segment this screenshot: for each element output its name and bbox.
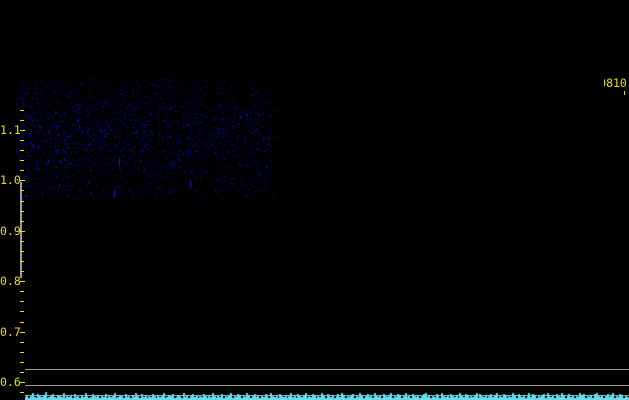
y-axis-tick-mark: [20, 382, 25, 383]
y-axis-tick-mark: [20, 180, 25, 181]
y-axis-tick-mark: [20, 261, 24, 262]
y-axis-tick-mark: [20, 170, 24, 171]
y-axis-tick-label: 1.1: [0, 123, 21, 137]
y-axis-tick-mark: [20, 291, 24, 292]
y-axis-tick-mark: [20, 150, 24, 151]
y-axis-tick-mark: [20, 281, 25, 282]
y-axis-tick-mark: [20, 332, 25, 333]
y-axis-tick-mark: [20, 241, 24, 242]
y-axis-tick-mark: [20, 110, 24, 111]
y-axis-tick-mark: [20, 130, 25, 131]
y-axis-tick-mark: [20, 362, 24, 363]
y-axis-tick-mark: [20, 322, 24, 323]
y-axis-tick-mark: [20, 372, 24, 373]
y-axis-tick-mark: [20, 201, 24, 202]
y-axis-tick-mark: [20, 211, 24, 212]
y-axis-tick-mark: [20, 120, 24, 121]
y-axis-tick-mark: [20, 251, 24, 252]
y-axis-tick-mark: [20, 190, 24, 191]
baseline-gridline: [25, 369, 629, 370]
y-axis-tick-mark: [20, 231, 25, 232]
y-axis-tick-mark: [20, 301, 24, 302]
y-axis-tick-mark: [20, 352, 24, 353]
y-axis-tick-label: 0.9: [0, 223, 21, 238]
x-axis-tick-mark: [624, 91, 625, 95]
y-axis-tick-mark: [20, 221, 24, 222]
reference-vertical-bar: [20, 182, 22, 278]
y-axis-tick-label: 0.8: [0, 274, 21, 289]
y-axis-tick-mark: [20, 140, 24, 141]
spectrogram-noise-canvas: [0, 0, 604, 304]
x-axis-tick-label: 0810: [599, 76, 627, 90]
power-spectrum-canvas: [25, 388, 629, 400]
baseline-gridline: [25, 385, 629, 386]
y-axis-tick-mark: [20, 271, 24, 272]
y-axis-tick-label: 0.7: [0, 324, 21, 339]
y-axis-tick-mark: [20, 311, 24, 312]
y-axis-tick-mark: [20, 342, 24, 343]
y-axis-tick-mark: [20, 160, 24, 161]
y-axis-tick-label: 1.0: [0, 173, 21, 188]
y-axis-tick-label: 0.6: [0, 375, 21, 389]
y-axis-tick-mark: [20, 392, 24, 393]
